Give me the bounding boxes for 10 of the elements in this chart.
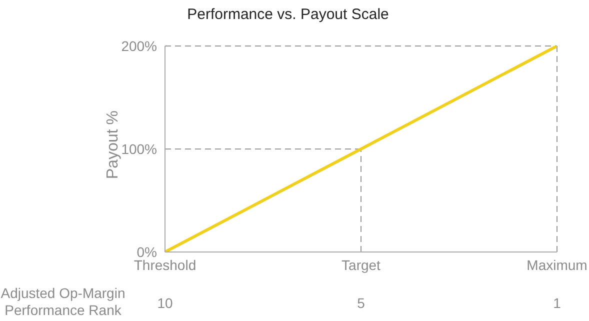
x-tick-label: Target xyxy=(342,256,381,273)
text: 10 xyxy=(157,294,173,311)
y-tick-label: 200% xyxy=(121,38,157,54)
text: 1 xyxy=(553,294,562,311)
text: 5 xyxy=(357,294,366,311)
y-tick-label: 100% xyxy=(121,140,157,157)
chart-title: Performance vs. Payout Scale xyxy=(186,6,390,23)
x-tick-label: Maximum xyxy=(526,256,588,273)
text: Adjusted Op-Margin Performance Rank xyxy=(0,285,126,319)
y-axis-title: Payout % xyxy=(104,110,122,179)
